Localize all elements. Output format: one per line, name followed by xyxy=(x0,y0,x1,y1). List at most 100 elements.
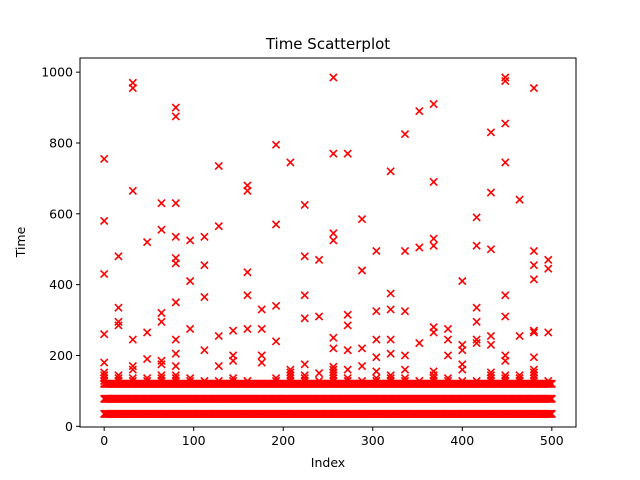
data-point xyxy=(171,371,180,380)
data-point xyxy=(547,409,556,419)
data-point xyxy=(257,358,266,367)
data-point xyxy=(157,199,166,208)
data-point xyxy=(214,379,223,388)
x-axis-title: Index xyxy=(311,455,345,470)
data-point xyxy=(200,232,209,241)
data-point xyxy=(100,358,109,367)
data-point xyxy=(400,365,410,374)
data-point xyxy=(429,367,438,376)
data-point xyxy=(357,344,367,353)
data-point xyxy=(286,158,295,167)
data-point xyxy=(329,333,338,342)
data-point xyxy=(114,371,123,380)
data-point xyxy=(501,291,510,300)
data-point xyxy=(100,269,109,279)
data-point xyxy=(128,186,137,195)
data-point xyxy=(515,373,524,383)
data-point xyxy=(128,78,137,87)
x-tick-label: 300 xyxy=(361,433,385,448)
data-point xyxy=(142,237,152,247)
data-point xyxy=(271,301,281,311)
data-point xyxy=(200,345,209,355)
data-point xyxy=(343,376,352,386)
y-tick-label: 800 xyxy=(49,135,73,150)
data-point xyxy=(257,351,266,360)
data-point xyxy=(228,376,238,386)
data-point xyxy=(157,356,166,365)
data-point xyxy=(257,379,266,388)
data-point xyxy=(314,376,324,386)
data-point xyxy=(128,376,137,386)
data-point xyxy=(100,154,109,164)
data-point xyxy=(214,376,223,386)
y-tick-label: 0 xyxy=(65,419,73,434)
data-point xyxy=(458,379,467,388)
data-point xyxy=(357,376,367,386)
plot-frame xyxy=(79,57,577,428)
data-point xyxy=(472,317,481,326)
data-point xyxy=(128,335,137,344)
data-point xyxy=(343,373,352,383)
data-point xyxy=(458,340,467,350)
chart-title: Time Scatterplot xyxy=(265,35,390,53)
data-point xyxy=(228,326,238,335)
data-point xyxy=(329,365,338,374)
data-point xyxy=(529,365,539,374)
data-point xyxy=(171,232,180,241)
data-point xyxy=(100,371,109,380)
data-point xyxy=(544,328,553,337)
data-point xyxy=(243,181,252,190)
data-point xyxy=(243,376,252,386)
data-point xyxy=(486,188,496,197)
data-point xyxy=(286,365,295,374)
data-point xyxy=(114,317,123,326)
data-point xyxy=(386,349,395,358)
data-point xyxy=(529,368,539,377)
data-point xyxy=(529,328,539,337)
data-point xyxy=(128,373,137,383)
x-tick-label: 200 xyxy=(271,433,295,448)
data-point xyxy=(443,335,453,344)
data-point xyxy=(400,246,410,256)
data-point xyxy=(429,241,438,250)
data-point xyxy=(529,260,539,270)
data-point xyxy=(443,324,453,334)
data-point xyxy=(458,360,467,369)
data-point xyxy=(343,310,352,319)
data-point xyxy=(157,360,166,369)
x-axis-ticks: 0 100 200 300 400 500 xyxy=(100,427,564,448)
data-point xyxy=(243,291,252,300)
data-point xyxy=(515,195,524,204)
data-point xyxy=(100,330,109,339)
data-point xyxy=(171,112,180,121)
data-point xyxy=(357,361,367,371)
data-point xyxy=(486,368,496,377)
data-point xyxy=(529,353,539,362)
data-point xyxy=(100,216,109,226)
data-point xyxy=(501,76,510,86)
data-point xyxy=(415,379,424,388)
data-point xyxy=(185,376,195,386)
data-point xyxy=(400,376,410,386)
data-point xyxy=(547,394,556,404)
data-point xyxy=(386,167,395,176)
data-point xyxy=(429,322,438,332)
data-point xyxy=(314,379,324,388)
data-point xyxy=(243,324,252,334)
data-point xyxy=(343,149,352,158)
data-point xyxy=(415,338,424,348)
data-point xyxy=(472,379,481,388)
data-point xyxy=(314,255,324,265)
data-point xyxy=(300,314,309,323)
data-point xyxy=(515,331,524,341)
data-point xyxy=(357,214,367,224)
data-point xyxy=(171,361,180,371)
data-point xyxy=(501,371,510,380)
data-point xyxy=(128,361,137,371)
data-point xyxy=(185,324,195,334)
data-point xyxy=(486,128,496,137)
data-point xyxy=(472,241,481,250)
data-point xyxy=(501,351,510,360)
data-point xyxy=(214,161,223,171)
data-point xyxy=(157,308,166,318)
